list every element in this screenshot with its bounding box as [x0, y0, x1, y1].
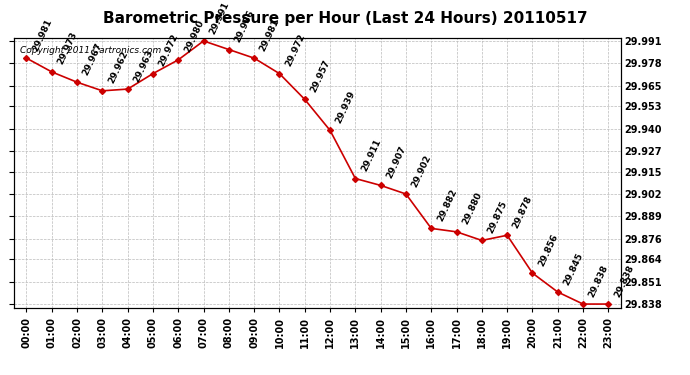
Text: 29.963: 29.963 — [132, 48, 155, 84]
Text: 29.967: 29.967 — [81, 41, 104, 76]
Text: 29.911: 29.911 — [359, 138, 382, 173]
Text: 29.902: 29.902 — [410, 153, 433, 189]
Text: 29.856: 29.856 — [537, 232, 560, 267]
Text: 29.981: 29.981 — [30, 17, 54, 53]
Text: 29.972: 29.972 — [284, 33, 306, 68]
Text: 29.882: 29.882 — [435, 188, 458, 223]
Text: Barometric Pressure per Hour (Last 24 Hours) 20110517: Barometric Pressure per Hour (Last 24 Ho… — [103, 11, 587, 26]
Text: 29.845: 29.845 — [562, 251, 585, 286]
Text: 29.880: 29.880 — [461, 191, 484, 226]
Text: 29.957: 29.957 — [309, 58, 332, 94]
Text: 29.875: 29.875 — [486, 200, 509, 235]
Text: 29.972: 29.972 — [157, 33, 180, 68]
Text: 29.962: 29.962 — [106, 50, 130, 85]
Text: 29.986: 29.986 — [233, 9, 256, 44]
Text: 29.981: 29.981 — [258, 17, 282, 53]
Text: 29.907: 29.907 — [385, 144, 408, 180]
Text: Copyright 2011 Cartronics.com: Copyright 2011 Cartronics.com — [20, 46, 161, 55]
Text: 29.973: 29.973 — [56, 31, 79, 66]
Text: 29.991: 29.991 — [208, 0, 230, 35]
Text: 29.838: 29.838 — [587, 263, 610, 298]
Text: 29.878: 29.878 — [511, 194, 534, 230]
Text: 29.980: 29.980 — [182, 19, 205, 54]
Text: 29.939: 29.939 — [334, 89, 357, 125]
Text: 29.838: 29.838 — [613, 263, 635, 298]
